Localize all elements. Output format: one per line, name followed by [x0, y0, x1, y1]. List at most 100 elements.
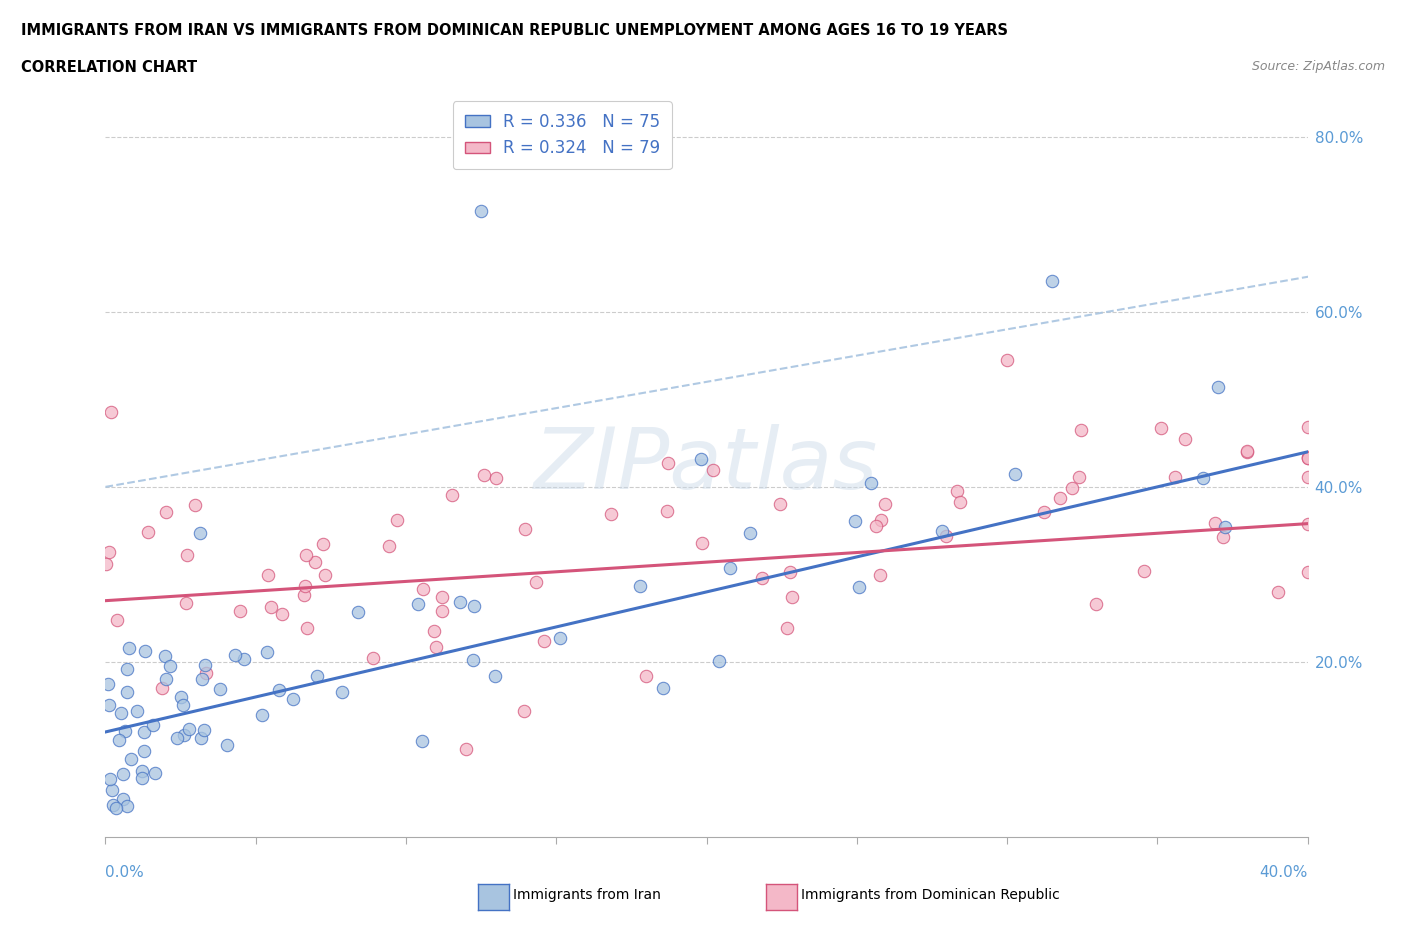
Point: [411, 734, 433, 749]
Point: [1060, 481, 1083, 496]
Point: [1192, 471, 1215, 485]
Point: [190, 842, 212, 857]
Point: [1296, 565, 1319, 579]
Point: [330, 684, 353, 699]
Point: [1133, 564, 1156, 578]
Point: [873, 497, 896, 512]
Point: [131, 764, 153, 778]
Point: [97, 677, 120, 692]
Point: [1296, 451, 1319, 466]
Point: [271, 606, 294, 621]
Point: [98, 698, 121, 712]
Point: [1212, 529, 1234, 544]
Point: [294, 578, 316, 593]
Point: [256, 645, 278, 660]
Point: [1040, 273, 1063, 288]
Point: [1236, 445, 1258, 459]
Point: [100, 772, 122, 787]
Point: [412, 582, 434, 597]
Text: ZIPatlas: ZIPatlas: [534, 423, 879, 507]
Point: [176, 548, 198, 563]
Point: [101, 797, 124, 812]
Point: [305, 668, 328, 683]
Point: [172, 698, 194, 712]
Point: [548, 631, 571, 645]
Point: [143, 766, 166, 781]
Point: [1296, 516, 1319, 531]
Text: IMMIGRANTS FROM IRAN VS IMMIGRANTS FROM DOMINICAN REPUBLIC UNEMPLOYMENT AMONG AG: IMMIGRANTS FROM IRAN VS IMMIGRANTS FROM …: [21, 23, 1008, 38]
Point: [1084, 597, 1107, 612]
Point: [869, 567, 891, 582]
Point: [100, 405, 122, 419]
Point: [949, 495, 972, 510]
Point: [776, 621, 799, 636]
Point: [142, 717, 165, 732]
Point: [406, 597, 429, 612]
Point: [114, 724, 136, 738]
Point: [463, 599, 485, 614]
Point: [110, 705, 132, 720]
Point: [166, 730, 188, 745]
Point: [105, 801, 128, 816]
Point: [1204, 516, 1226, 531]
Point: [385, 513, 408, 528]
Point: [269, 683, 291, 698]
Point: [1150, 421, 1173, 436]
Point: [931, 524, 953, 538]
Point: [780, 590, 803, 604]
Point: [690, 536, 713, 551]
Point: [283, 692, 305, 707]
Point: [946, 484, 969, 498]
Point: [208, 682, 231, 697]
Point: [1164, 470, 1187, 485]
Point: [430, 604, 453, 618]
Point: [740, 525, 762, 540]
Text: CORRELATION CHART: CORRELATION CHART: [21, 60, 197, 75]
Point: [870, 512, 893, 527]
Point: [655, 503, 678, 518]
Point: [96, 556, 118, 571]
Text: 0.0%: 0.0%: [105, 865, 145, 880]
Point: [441, 487, 464, 502]
Point: [100, 782, 122, 797]
Point: [115, 662, 138, 677]
Point: [768, 497, 790, 512]
Point: [228, 604, 250, 618]
Point: [718, 561, 741, 576]
Point: [1070, 423, 1092, 438]
Point: [935, 529, 957, 544]
Point: [425, 640, 447, 655]
Point: [848, 579, 870, 594]
Point: [132, 744, 155, 759]
Point: [112, 791, 135, 806]
Point: [628, 578, 651, 593]
Point: [215, 737, 238, 752]
Point: [174, 596, 197, 611]
Point: [470, 204, 492, 219]
Point: [224, 647, 246, 662]
Point: [1296, 419, 1319, 434]
Point: [378, 538, 401, 553]
Point: [524, 575, 547, 590]
Point: [159, 658, 181, 673]
Point: [423, 624, 446, 639]
Point: [513, 522, 536, 537]
Point: [190, 730, 212, 745]
Point: [155, 671, 177, 686]
Point: [751, 570, 773, 585]
Point: [636, 669, 658, 684]
Point: [184, 498, 207, 512]
Point: [108, 733, 131, 748]
Point: [1296, 449, 1319, 464]
Point: [657, 456, 679, 471]
Point: [193, 723, 215, 737]
Point: [170, 689, 193, 704]
Point: [152, 681, 174, 696]
Point: [194, 658, 217, 672]
Point: [361, 650, 384, 665]
Point: [295, 620, 318, 635]
Point: [314, 567, 336, 582]
Point: [98, 545, 121, 560]
Point: [177, 722, 200, 737]
Point: [153, 649, 176, 664]
